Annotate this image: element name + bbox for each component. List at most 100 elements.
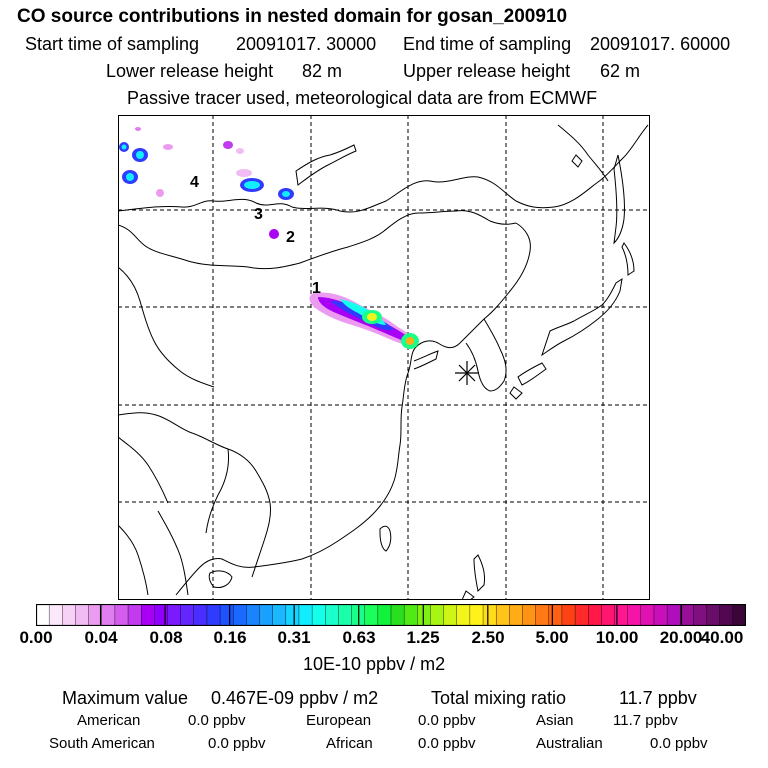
footprint-map: 1 2 3 4	[118, 115, 650, 600]
scale-unit-label: 10E-10 ppbv / m2	[303, 654, 446, 674]
source-label-4: 4	[190, 174, 199, 191]
max-value: 0.467E-09 ppbv / m2	[211, 688, 379, 708]
color-scale-cell	[48, 604, 64, 626]
source-label-3: 3	[254, 206, 263, 223]
upper-release-label: Upper release height	[403, 61, 571, 81]
region-name-african: African	[326, 735, 373, 752]
scale-tick-7: 2.50	[471, 628, 505, 647]
color-scale-cell	[180, 604, 195, 626]
color-scale-cell	[403, 604, 419, 626]
color-scale-cell	[535, 604, 550, 626]
graticule	[118, 115, 650, 600]
tracer-note: Passive tracer used, meteorological data…	[127, 88, 598, 108]
color-scale-cell	[338, 604, 353, 626]
scale-tick-9: 10.00	[595, 628, 639, 647]
receptor-site-marker	[455, 361, 479, 385]
region-name-asian: Asian	[536, 712, 574, 729]
color-scale-cell	[101, 604, 116, 626]
scale-tick-5: 0.63	[342, 628, 376, 647]
color-scale-bar	[36, 604, 746, 626]
color-scale-cell	[206, 604, 221, 626]
color-scale-cell	[114, 604, 129, 626]
color-scale-cell	[522, 604, 537, 626]
region-value-australian: 0.0 ppbv	[650, 735, 708, 752]
color-scale-cell	[193, 604, 208, 626]
color-scale-cell	[706, 604, 721, 626]
end-time-label: End time of sampling	[403, 34, 572, 54]
color-scale-cell	[233, 604, 248, 626]
scale-tick-8: 5.00	[535, 628, 569, 647]
region-name-european: European	[306, 712, 372, 729]
lower-release-value: 82 m	[302, 61, 343, 81]
region-value-asian: 11.7 ppbv	[613, 712, 678, 729]
color-scale-cell	[311, 604, 327, 626]
region-value-american: 0.0 ppbv	[188, 712, 246, 729]
color-scale-cell	[127, 604, 142, 626]
color-scale-cell	[561, 604, 576, 626]
color-scale-cell	[259, 604, 274, 626]
color-scale-cell	[574, 604, 590, 626]
color-scale-cell	[272, 604, 287, 626]
color-scale-cell	[285, 604, 300, 626]
region-value-african: 0.0 ppbv	[418, 735, 476, 752]
scale-tick-6: 1.25	[406, 628, 440, 647]
total-mixing-value: 11.7 ppbv	[619, 688, 697, 708]
scale-tick-4: 0.31	[277, 628, 311, 647]
color-scale-cell	[482, 604, 497, 626]
color-scale-cell	[325, 604, 340, 626]
start-time-value: 20091017. 30000	[236, 34, 377, 54]
region-name-south-american: South American	[49, 735, 155, 752]
color-scale-cell	[246, 604, 261, 626]
color-scale-cell	[36, 604, 50, 626]
start-time-label: Start time of sampling	[25, 34, 200, 54]
scale-tick-0: 0.00	[19, 628, 53, 647]
color-scale-cell	[219, 604, 235, 626]
color-scale-cell	[732, 604, 746, 626]
upper-release-value: 62 m	[600, 61, 641, 81]
color-scale-cell	[640, 604, 655, 626]
lower-release-label: Lower release height	[106, 61, 274, 81]
color-scale-cell	[390, 604, 405, 626]
color-scale-cell	[627, 604, 642, 626]
color-scale-cell	[548, 604, 563, 626]
map-title: CO source contributions in nested domain…	[17, 6, 568, 27]
region-value-european: 0.0 ppbv	[418, 712, 476, 729]
end-time-value: 20091017. 60000	[590, 34, 731, 54]
color-scale-cell	[377, 604, 392, 626]
color-scale-cell	[364, 604, 379, 626]
color-scale-cell	[140, 604, 156, 626]
color-scale-cell	[509, 604, 524, 626]
color-scale-cell	[167, 604, 182, 626]
max-value-label: Maximum value	[62, 688, 189, 708]
color-scale-cell	[601, 604, 616, 626]
color-scale-cell	[719, 604, 734, 626]
region-value-south-american: 0.0 ppbv	[208, 735, 266, 752]
color-scale-cell	[298, 604, 313, 626]
color-scale-cell	[75, 604, 90, 626]
color-scale-cell	[456, 604, 471, 626]
color-scale-cell	[693, 604, 708, 626]
color-scale-cell	[680, 604, 695, 626]
color-scale-cell	[62, 604, 77, 626]
scale-tick-1: 0.04	[84, 628, 118, 647]
color-scale-cell	[666, 604, 682, 626]
source-footprint	[119, 127, 419, 349]
color-scale-cell	[653, 604, 668, 626]
color-scale-cell	[430, 604, 445, 626]
scale-tick-11: 40.00	[700, 628, 744, 647]
region-name-australian: Australian	[536, 735, 603, 752]
color-scale-cell	[469, 604, 484, 626]
scale-tick-10: 20.00	[659, 628, 703, 647]
source-label-1: 1	[312, 280, 321, 297]
color-scale-cell	[417, 604, 432, 626]
color-scale-cell	[443, 604, 458, 626]
map-frame	[118, 115, 650, 600]
color-scale-cell	[588, 604, 603, 626]
region-name-american: American	[77, 712, 141, 729]
total-mixing-label: Total mixing ratio	[431, 688, 567, 708]
color-scale-cell	[495, 604, 511, 626]
source-label-2: 2	[286, 229, 295, 246]
scale-tick-3: 0.16	[213, 628, 247, 647]
color-scale-cell	[154, 604, 169, 626]
coastlines	[118, 124, 649, 600]
